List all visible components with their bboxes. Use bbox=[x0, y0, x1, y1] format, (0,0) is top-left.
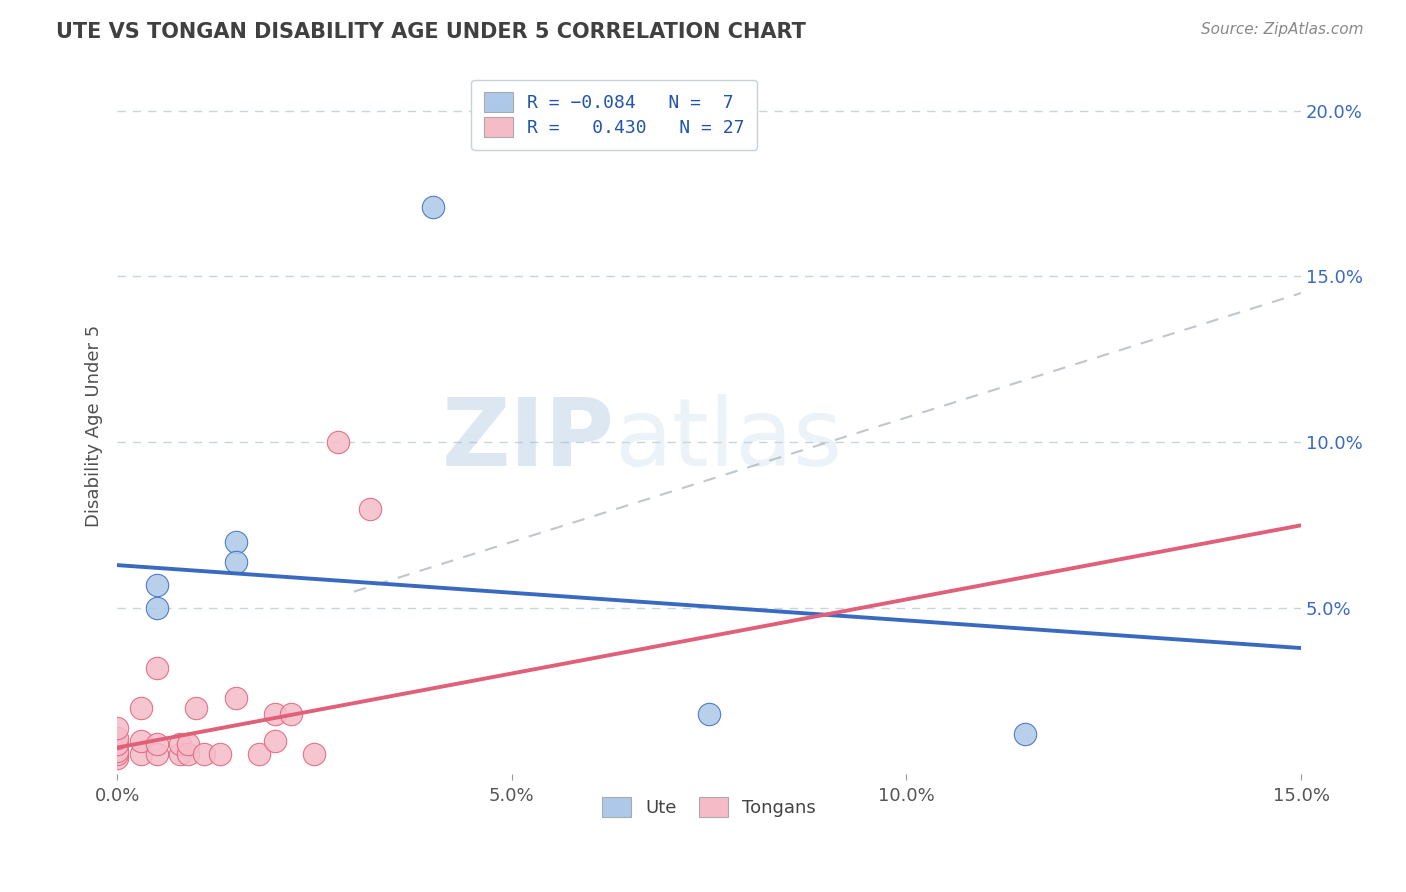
Point bbox=[208, 747, 231, 762]
Point bbox=[145, 661, 167, 675]
Point bbox=[105, 737, 128, 751]
Text: ZIP: ZIP bbox=[441, 393, 614, 486]
Point bbox=[247, 747, 270, 762]
Point bbox=[359, 501, 381, 516]
Point bbox=[169, 737, 191, 751]
Legend: Ute, Tongans: Ute, Tongans bbox=[595, 790, 823, 824]
Text: Source: ZipAtlas.com: Source: ZipAtlas.com bbox=[1201, 22, 1364, 37]
Point bbox=[145, 578, 167, 592]
Point bbox=[697, 707, 720, 722]
Point bbox=[264, 707, 287, 722]
Point bbox=[145, 737, 167, 751]
Point bbox=[264, 734, 287, 748]
Point bbox=[225, 555, 247, 569]
Point bbox=[225, 690, 247, 705]
Point bbox=[184, 700, 207, 714]
Text: UTE VS TONGAN DISABILITY AGE UNDER 5 CORRELATION CHART: UTE VS TONGAN DISABILITY AGE UNDER 5 COR… bbox=[56, 22, 806, 42]
Point bbox=[105, 750, 128, 764]
Point bbox=[129, 747, 152, 762]
Point bbox=[105, 721, 128, 735]
Point bbox=[280, 707, 302, 722]
Point bbox=[129, 734, 152, 748]
Point bbox=[1014, 727, 1036, 741]
Text: atlas: atlas bbox=[614, 393, 842, 486]
Point bbox=[177, 747, 200, 762]
Point bbox=[225, 535, 247, 549]
Point bbox=[105, 747, 128, 762]
Point bbox=[105, 744, 128, 758]
Point bbox=[177, 737, 200, 751]
Point bbox=[169, 747, 191, 762]
Point bbox=[304, 747, 326, 762]
Point bbox=[193, 747, 215, 762]
Point bbox=[328, 435, 350, 450]
Point bbox=[145, 747, 167, 762]
Point bbox=[145, 601, 167, 615]
Y-axis label: Disability Age Under 5: Disability Age Under 5 bbox=[86, 325, 103, 527]
Point bbox=[422, 200, 444, 214]
Point bbox=[105, 731, 128, 745]
Point bbox=[129, 700, 152, 714]
